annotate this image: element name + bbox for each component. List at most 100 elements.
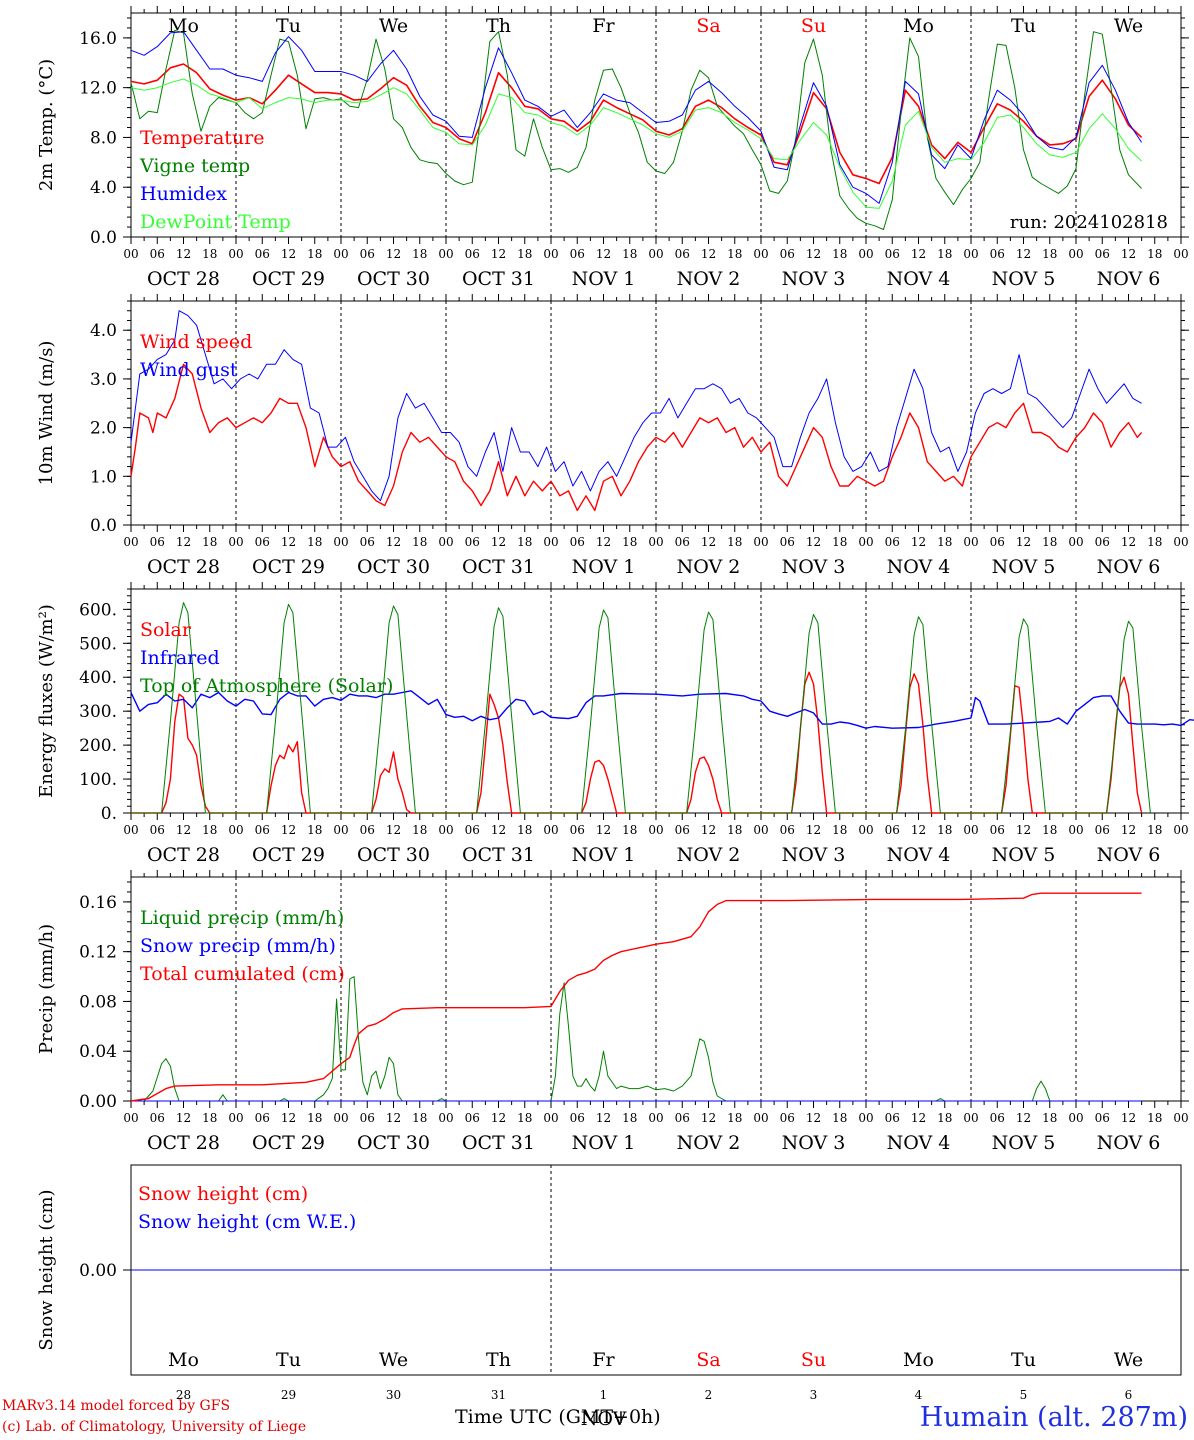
hour-label: 00 <box>438 535 453 549</box>
day-name: Mo <box>903 1349 934 1371</box>
date-label: OCT 30 <box>357 268 430 290</box>
hour-label: 00 <box>963 247 978 261</box>
day-name: Mo <box>168 15 199 37</box>
hour-label: 12 <box>386 823 401 837</box>
series-line <box>130 29 1142 230</box>
date-label: OCT 28 <box>147 556 220 578</box>
hour-label: 18 <box>202 1111 217 1125</box>
hour-label: 06 <box>255 535 270 549</box>
y-tick-label: 3.0 <box>90 370 117 390</box>
hour-label: 12 <box>176 247 191 261</box>
date-label: NOV 3 <box>782 268 846 290</box>
date-label: NOV 2 <box>677 844 741 866</box>
hour-label: 18 <box>1042 247 1057 261</box>
y-tick-label: 0.12 <box>79 943 117 963</box>
date-label: NOV 2 <box>677 268 741 290</box>
hour-label: 18 <box>727 1111 742 1125</box>
y-axis-label: 10m Wind (m/s) <box>36 341 57 486</box>
hour-label: 18 <box>832 247 847 261</box>
hour-label: 00 <box>648 823 663 837</box>
hour-label: 18 <box>412 247 427 261</box>
hour-label: 06 <box>1095 823 1110 837</box>
date-label: NOV 5 <box>992 556 1056 578</box>
hour-label: 00 <box>753 247 768 261</box>
hour-label: 06 <box>780 1111 795 1125</box>
y-tick-label: 16.0 <box>79 29 117 49</box>
hour-label: 12 <box>1121 535 1136 549</box>
day-number: 4 <box>915 1388 923 1402</box>
date-label: NOV 4 <box>887 268 951 290</box>
hour-label: 18 <box>412 1111 427 1125</box>
day-name: Th <box>486 15 511 37</box>
hour-label: 00 <box>543 1111 558 1125</box>
hour-label: 12 <box>701 535 716 549</box>
hour-label: 06 <box>570 247 585 261</box>
hour-label: 18 <box>1042 1111 1057 1125</box>
hour-label: 00 <box>858 823 873 837</box>
legend-entry: Snow height (cm) <box>138 1183 308 1205</box>
day-name: Su <box>801 1349 826 1371</box>
hour-label: 00 <box>753 535 768 549</box>
hour-label: 18 <box>937 823 952 837</box>
day-name: Fr <box>592 1349 615 1371</box>
date-label: OCT 30 <box>357 844 430 866</box>
y-tick-label: 1.0 <box>90 467 117 487</box>
hour-label: 06 <box>675 823 690 837</box>
y-tick-label: 0.08 <box>79 992 117 1012</box>
day-name: Fr <box>592 15 615 37</box>
hour-label: 00 <box>543 247 558 261</box>
date-label: OCT 30 <box>357 556 430 578</box>
date-label: NOV 3 <box>782 556 846 578</box>
day-name: Mo <box>168 1349 199 1371</box>
hour-label: 12 <box>806 247 821 261</box>
day-number: 31 <box>491 1388 506 1402</box>
hour-label: 00 <box>648 1111 663 1125</box>
date-label: NOV 1 <box>572 844 636 866</box>
hour-label: 12 <box>386 535 401 549</box>
day-number: 29 <box>281 1388 296 1402</box>
date-label: NOV 4 <box>887 556 951 578</box>
hour-label: 06 <box>885 247 900 261</box>
day-name: Su <box>801 15 826 37</box>
hour-label: 18 <box>412 823 427 837</box>
hour-label: 00 <box>123 1111 138 1125</box>
date-label: OCT 30 <box>357 1132 430 1154</box>
date-label: NOV 2 <box>677 1132 741 1154</box>
hour-label: 18 <box>1042 823 1057 837</box>
hour-label: 18 <box>1147 823 1162 837</box>
hour-label: 00 <box>333 1111 348 1125</box>
hour-label: 12 <box>1016 1111 1031 1125</box>
hour-label: 00 <box>1173 247 1188 261</box>
hour-label: 12 <box>281 1111 296 1125</box>
hour-label: 18 <box>307 1111 322 1125</box>
hour-label: 12 <box>596 535 611 549</box>
date-label: NOV 6 <box>1097 844 1161 866</box>
day-number: 30 <box>386 1388 401 1402</box>
legend-entry: Wind speed <box>140 331 252 353</box>
day-name: Sa <box>696 15 720 37</box>
panel-energy: 00 06 12 18 00 06 12 18 00 06 12 18 00 06 12 18 00 06 12 18… <box>36 582 1194 866</box>
y-tick-label: 100. <box>79 770 117 790</box>
hour-label: 12 <box>806 1111 821 1125</box>
hour-label: 12 <box>911 823 926 837</box>
hour-label: 06 <box>255 247 270 261</box>
date-label: NOV 4 <box>887 1132 951 1154</box>
day-number: 5 <box>1020 1388 1028 1402</box>
legend-entry: Vigne temp <box>139 155 250 177</box>
month-label: NOV <box>581 1408 627 1430</box>
y-axis-label: Precip (mm/h) <box>36 924 57 1054</box>
hour-label: 12 <box>596 1111 611 1125</box>
hour-label: 12 <box>491 823 506 837</box>
series-line <box>130 78 1142 209</box>
hour-label: 12 <box>806 823 821 837</box>
hour-label: 06 <box>465 247 480 261</box>
y-tick-label: 4.0 <box>90 178 117 198</box>
panel-snow: 0.00 Snow height (cm) Snow height (cm) Snow… <box>36 1164 1189 1430</box>
station-label: Humain (alt. 287m) <box>919 1402 1188 1433</box>
y-tick-label: 0.16 <box>79 893 117 913</box>
hour-label: 06 <box>780 247 795 261</box>
series-line <box>130 363 1143 512</box>
hour-label: 06 <box>570 1111 585 1125</box>
hour-label: 06 <box>990 535 1005 549</box>
hour-label: 00 <box>858 535 873 549</box>
